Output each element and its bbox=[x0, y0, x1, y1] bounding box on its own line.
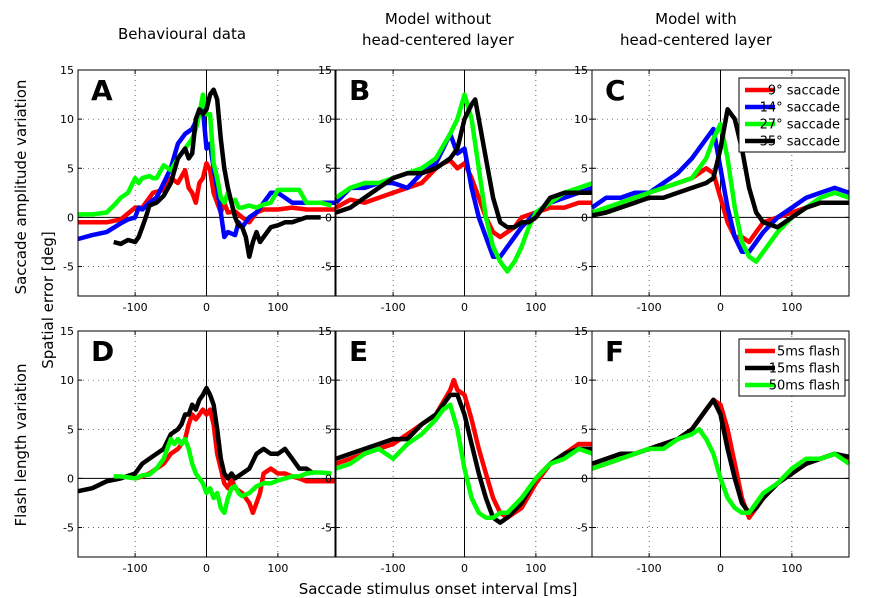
x-tick-label: 100 bbox=[267, 301, 288, 314]
series-line-d-0 bbox=[134, 407, 335, 516]
y-axis-label: Spatial error [deg] bbox=[39, 231, 57, 368]
row-label-flash: Flash length variation bbox=[12, 364, 30, 527]
row-label-saccade: Saccade amplitude variation bbox=[12, 80, 30, 295]
x-tick-label: -100 bbox=[381, 301, 406, 314]
column-title-model-with-line2: head-centered layer bbox=[620, 31, 773, 49]
series-line-e-0 bbox=[335, 377, 593, 520]
panel-letter-c: C bbox=[605, 74, 626, 107]
panel-c: -100 0 100 -5 0 5 10 15 C 9° saccade 14° saccade 27… bbox=[574, 64, 850, 314]
x-axis-label: Saccade stimulus onset interval [ms] bbox=[299, 580, 578, 598]
x-tick-label: 0 bbox=[461, 562, 468, 575]
column-title-behavioural: Behavioural data bbox=[118, 25, 246, 43]
y-tick-label: 10 bbox=[60, 374, 74, 387]
x-tick-label: -100 bbox=[123, 301, 148, 314]
y-tick-label: 5 bbox=[67, 423, 74, 436]
y-tick-label: 15 bbox=[318, 325, 332, 338]
y-tick-label: 0 bbox=[581, 472, 588, 485]
y-tick-label: 0 bbox=[325, 472, 332, 485]
y-tick-label: 0 bbox=[581, 211, 588, 224]
panel-letter-b: B bbox=[349, 74, 370, 107]
y-tick-label: -5 bbox=[63, 261, 74, 274]
panel-f: -100 0 100 -5 0 5 10 15 F 5ms flash 15ms flash 50ms… bbox=[574, 325, 851, 575]
legend-label: 27° saccade bbox=[760, 118, 840, 133]
y-tick-label: 0 bbox=[67, 472, 74, 485]
x-tick-label: 100 bbox=[781, 301, 802, 314]
y-tick-label: 5 bbox=[67, 162, 74, 175]
y-tick-label: -5 bbox=[577, 522, 588, 535]
y-tick-label: 10 bbox=[318, 374, 332, 387]
x-tick-label: 100 bbox=[525, 301, 546, 314]
panel-letter-d: D bbox=[91, 335, 114, 368]
x-tick-label: 100 bbox=[781, 562, 802, 575]
x-tick-label: -100 bbox=[637, 562, 662, 575]
series-line-d-1 bbox=[77, 385, 315, 494]
legend-label: 50ms flash bbox=[769, 379, 840, 394]
series-line-c-3 bbox=[591, 107, 849, 230]
legend-flash: 5ms flash 15ms flash 50ms flash bbox=[738, 338, 846, 397]
x-tick-label: 0 bbox=[717, 301, 724, 314]
x-tick-label: 0 bbox=[461, 301, 468, 314]
y-tick-label: 0 bbox=[67, 211, 74, 224]
legend-saccade: 9° saccade 14° saccade 27° saccade 35° sacc… bbox=[738, 77, 846, 153]
y-tick-label: 15 bbox=[60, 325, 74, 338]
x-tick-label: 0 bbox=[203, 562, 210, 575]
y-tick-label: 5 bbox=[581, 423, 588, 436]
y-tick-label: -5 bbox=[63, 522, 74, 535]
column-title-model-without-line1: Model without bbox=[385, 10, 491, 28]
y-tick-label: 15 bbox=[574, 325, 588, 338]
y-tick-label: 5 bbox=[325, 423, 332, 436]
y-tick-label: -5 bbox=[321, 261, 332, 274]
y-tick-label: 10 bbox=[574, 374, 588, 387]
legend-label: 5ms flash bbox=[777, 345, 840, 360]
legend-label: 35° saccade bbox=[760, 135, 840, 150]
x-tick-label: 100 bbox=[525, 562, 546, 575]
y-tick-label: -5 bbox=[321, 522, 332, 535]
column-title-model-with-line1: Model with bbox=[655, 10, 737, 28]
series-line-a-0 bbox=[78, 161, 335, 225]
x-tick-label: -100 bbox=[381, 562, 406, 575]
y-tick-label: 10 bbox=[60, 113, 74, 126]
y-tick-label: 15 bbox=[574, 64, 588, 77]
x-tick-label: -100 bbox=[637, 301, 662, 314]
series-line-b-3 bbox=[335, 97, 593, 230]
y-tick-label: 0 bbox=[325, 211, 332, 224]
y-tick-label: 15 bbox=[60, 64, 74, 77]
panel-letter-f: F bbox=[605, 335, 624, 368]
y-tick-label: 10 bbox=[574, 113, 588, 126]
x-tick-label: 100 bbox=[267, 562, 288, 575]
series-line-a-3 bbox=[113, 87, 321, 259]
y-tick-label: 5 bbox=[325, 162, 332, 175]
legend-label: 9° saccade bbox=[768, 84, 840, 99]
y-tick-label: 5 bbox=[581, 162, 588, 175]
x-tick-label: 0 bbox=[203, 301, 210, 314]
x-tick-label: -100 bbox=[123, 562, 148, 575]
y-tick-label: 15 bbox=[318, 64, 332, 77]
y-tick-label: -5 bbox=[577, 261, 588, 274]
panel-letter-e: E bbox=[349, 335, 368, 368]
series-line-d-2 bbox=[113, 436, 332, 516]
series-line-f-2 bbox=[591, 427, 851, 516]
legend-label: 14° saccade bbox=[760, 101, 840, 116]
x-tick-label: 0 bbox=[717, 562, 724, 575]
column-title-model-without-line2: head-centered layer bbox=[362, 31, 515, 49]
series-line-e-2 bbox=[335, 402, 594, 520]
y-tick-label: 10 bbox=[318, 113, 332, 126]
legend-label: 15ms flash bbox=[769, 362, 840, 377]
panel-letter-a: A bbox=[91, 74, 113, 107]
series-line-a-2 bbox=[78, 92, 332, 217]
